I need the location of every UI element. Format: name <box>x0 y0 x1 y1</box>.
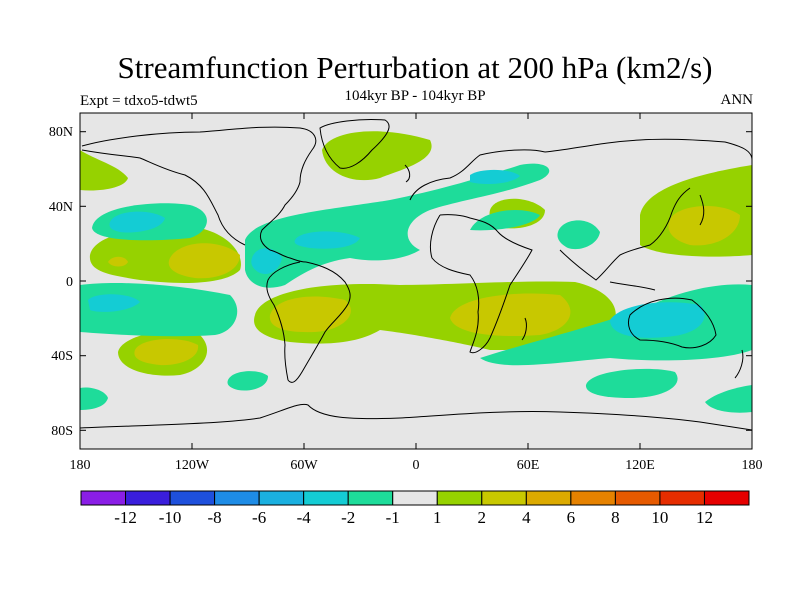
lon-tick-0: 0 <box>413 458 420 473</box>
colorbar-box-1 <box>125 490 171 506</box>
coastlines <box>79 119 753 431</box>
colorbar-labels: -12 -10 -8 -6 -4 -2 -1 1 2 4 6 8 10 12 <box>114 508 713 527</box>
lon-tick-180e: 180 <box>742 458 763 473</box>
antarctic-edge-low <box>705 385 752 413</box>
colorbar-box-14 <box>703 490 750 506</box>
north-america-coast <box>81 126 317 263</box>
colorbar-label-2: -8 <box>208 508 222 527</box>
arabian-low <box>557 220 600 250</box>
west-pacific-core <box>668 205 740 246</box>
colorbar-box-2 <box>169 490 216 506</box>
colorbar-box-8 <box>436 490 483 506</box>
north-atlantic-core <box>470 169 520 184</box>
north-pacific-core <box>109 211 165 233</box>
south-america-coast <box>266 261 351 383</box>
lon-tick-120e: 120E <box>625 458 655 473</box>
lon-tick-180w: 180 <box>70 458 91 473</box>
colorbar-box-0 <box>80 490 127 506</box>
asia-coast <box>544 138 753 281</box>
europe-africa-coast <box>409 149 546 354</box>
colorbar-label-13: 12 <box>696 508 713 527</box>
colorbar-box-7 <box>392 490 438 506</box>
positive-level-2-regions <box>108 205 740 366</box>
lat-tick-40s: 40S <box>51 349 73 364</box>
lon-tick-60e: 60E <box>517 458 540 473</box>
south-pacific-core <box>134 338 199 366</box>
south-pacific-low-edge <box>80 387 108 410</box>
greenland-coast <box>319 119 390 169</box>
southern-ocean-low-west <box>227 371 268 391</box>
colorbar-label-6: -1 <box>386 508 400 527</box>
plot-title: Streamfunction Perturbation at 200 hPa (… <box>117 50 713 85</box>
lat-tick-80n: 80N <box>49 125 73 140</box>
new-zealand-coast <box>734 349 744 379</box>
west-pacific-tail <box>80 150 128 191</box>
east-pacific-core <box>168 243 240 279</box>
colorbar-label-8: 2 <box>478 508 487 527</box>
lat-tick-80s: 80S <box>51 424 73 439</box>
colorbar-box-13 <box>659 490 705 506</box>
experiment-label: Expt = tdxo5-tdwt5 <box>80 93 198 109</box>
latitude-ticks <box>80 131 752 431</box>
gulf-of-guinea-low <box>470 210 540 231</box>
colorbar-label-0: -12 <box>114 508 137 527</box>
tropical-pacific-small-core <box>108 256 128 267</box>
colorbar-label-12: 10 <box>651 508 668 527</box>
colorbar-box-3 <box>214 490 260 506</box>
lat-tick-0: 0 <box>66 275 73 290</box>
southern-ocean-low-east <box>585 368 678 398</box>
colorbar-box-6 <box>347 490 394 506</box>
lat-tick-40n: 40N <box>49 200 73 215</box>
longitude-ticks <box>79 113 753 449</box>
colorbar-label-5: -2 <box>341 508 355 527</box>
colorbar-label-3: -6 <box>252 508 266 527</box>
lon-tick-120w: 120W <box>175 458 210 473</box>
plot-subtitle: 104kyr BP - 104kyr BP <box>344 88 486 104</box>
colorbar <box>80 490 750 506</box>
season-label: ANN <box>720 92 754 108</box>
colorbar-label-11: 8 <box>611 508 620 527</box>
colorbar-box-5 <box>303 490 349 506</box>
colorbar-label-10: 6 <box>567 508 576 527</box>
colorbar-label-4: -4 <box>297 508 312 527</box>
north-america-atlantic-low <box>245 163 550 288</box>
uk-coast <box>404 164 411 183</box>
tropical-pacific-core <box>88 294 140 312</box>
colorbar-box-10 <box>525 490 572 506</box>
australia-coast <box>627 297 717 349</box>
colorbar-label-9: 4 <box>522 508 531 527</box>
caribbean-core <box>294 231 360 249</box>
south-atlantic-core <box>269 296 351 333</box>
contour-field <box>80 131 752 413</box>
central-america-core <box>251 248 282 275</box>
colorbar-label-1: -10 <box>159 508 182 527</box>
colorbar-box-12 <box>614 490 661 506</box>
north-atlantic-high <box>322 131 432 181</box>
antarctica-coast <box>79 403 753 431</box>
madagascar-coast <box>521 317 527 341</box>
indonesia-coast <box>609 281 656 291</box>
lon-tick-60w: 60W <box>290 458 318 473</box>
colorbar-box-4 <box>258 490 305 506</box>
africa-indian-core <box>450 293 571 337</box>
japan-coast <box>699 194 705 226</box>
colorbar-box-9 <box>481 490 527 506</box>
colorbar-label-7: 1 <box>433 508 442 527</box>
colorbar-box-11 <box>570 490 616 506</box>
